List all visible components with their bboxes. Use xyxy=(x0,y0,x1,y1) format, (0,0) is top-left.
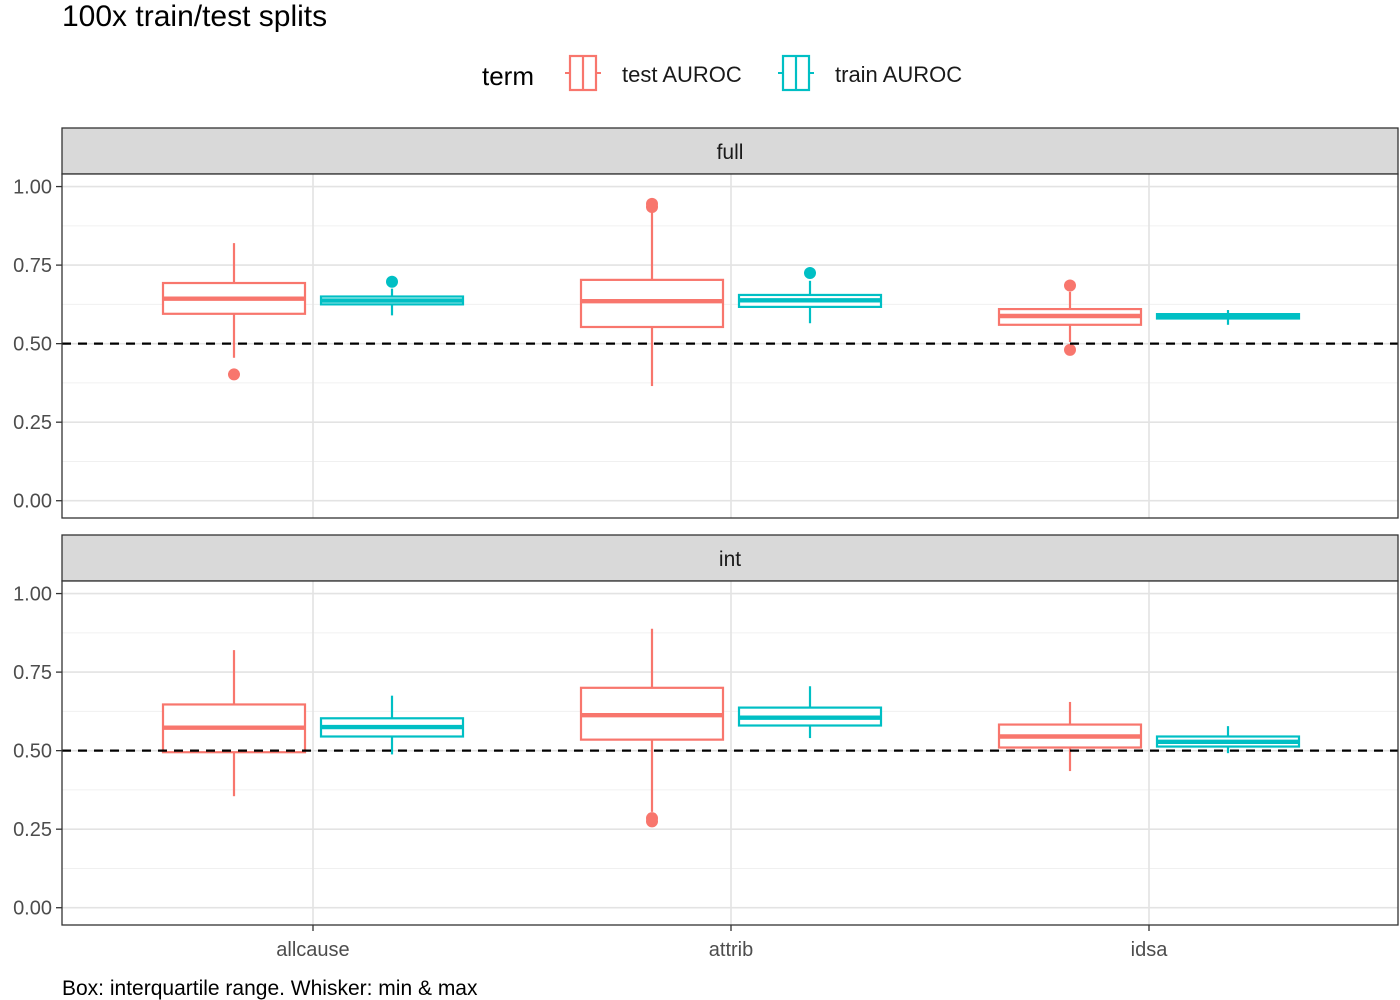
legend-key-train xyxy=(778,54,814,92)
box-idsa-test xyxy=(997,279,1143,356)
box-attrib-train xyxy=(737,266,883,324)
y-tick-label: 1.00 xyxy=(13,584,52,606)
box-idsa-test xyxy=(997,701,1143,772)
x-axis: allcause attrib idsa xyxy=(276,925,1168,961)
y-tick-label: 0.50 xyxy=(13,741,52,763)
panel-border xyxy=(61,173,1399,519)
panel-int: int 0.00 0.25 0.50 0.75 1.00 xyxy=(13,534,1399,926)
x-tick-label-allcause: allcause xyxy=(276,939,349,961)
legend: term test AUROC train AUROC xyxy=(482,54,962,92)
box-allcause-test xyxy=(161,243,307,381)
y-tick-label: 1.00 xyxy=(13,177,52,199)
outlier-point xyxy=(386,275,398,288)
outlier-point xyxy=(1064,343,1076,356)
y-tick-label: 0.75 xyxy=(13,255,52,277)
box-idsa-train xyxy=(1155,310,1301,325)
box-attrib-train xyxy=(737,686,883,739)
panels: full 0.00 0.25 0.50 0.75 1.00 int 0.00 0.25 0.50 0… xyxy=(13,127,1399,926)
legend-keys xyxy=(565,54,814,92)
outlier-point xyxy=(646,197,658,210)
strip-label-full: full xyxy=(717,141,744,164)
panel-background xyxy=(62,174,1398,518)
outlier-point xyxy=(228,368,240,381)
strip-int xyxy=(61,534,1399,582)
strip-full xyxy=(61,127,1399,175)
y-tick-label: 0.00 xyxy=(13,491,52,513)
panel-full: full 0.00 0.25 0.50 0.75 1.00 xyxy=(13,127,1399,519)
y-tick-label: 0.00 xyxy=(13,898,52,920)
legend-key-test xyxy=(565,54,601,92)
x-tick-label-idsa: idsa xyxy=(1131,939,1169,961)
box-allcause-train xyxy=(319,695,465,755)
legend-label-train: train AUROC xyxy=(835,62,962,87)
box-allcause-test xyxy=(161,650,307,797)
box-attrib-test xyxy=(579,197,725,387)
outlier-point xyxy=(804,266,816,279)
chart-caption: Box: interquartile range. Whisker: min &… xyxy=(62,977,478,1000)
y-tick-label: 0.75 xyxy=(13,662,52,684)
legend-title: term xyxy=(482,61,534,91)
y-tick-label: 0.25 xyxy=(13,819,52,841)
box-idsa-train xyxy=(1155,726,1301,754)
outlier-point xyxy=(646,815,658,828)
outlier-point xyxy=(1064,279,1076,292)
box-allcause-train xyxy=(319,275,465,316)
panel-border xyxy=(61,580,1399,926)
legend-label-test: test AUROC xyxy=(622,62,742,87)
box-attrib-test xyxy=(579,628,725,828)
y-tick-label: 0.25 xyxy=(13,412,52,434)
x-tick-label-attrib: attrib xyxy=(709,939,753,961)
chart-title: 100x train/test splits xyxy=(62,0,327,33)
strip-label-int: int xyxy=(719,548,741,571)
y-tick-label: 0.50 xyxy=(13,334,52,356)
